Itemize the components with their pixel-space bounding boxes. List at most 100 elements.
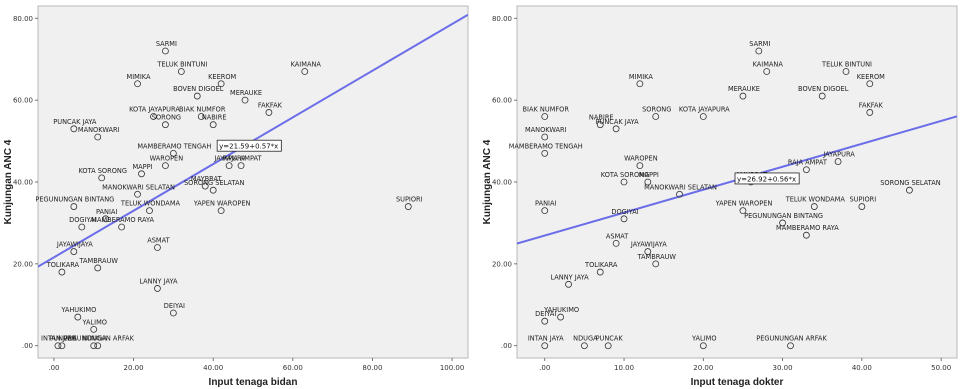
data-point-label: MAMBERAMO TENGAH <box>509 142 583 150</box>
data-point <box>94 264 102 272</box>
data-point-label: RAJA AMPAT <box>223 155 263 163</box>
data-point-label: KAIMANA <box>291 60 322 68</box>
y-tick-label: .00 <box>501 342 512 350</box>
data-point-label: LANNY JAYA <box>550 273 589 281</box>
data-point-label: INTAN JAYA <box>41 335 77 343</box>
data-point <box>652 260 660 268</box>
equation-box <box>216 139 282 152</box>
data-point-label: TELUK BINTUNI <box>821 60 872 68</box>
x-axis-label: Input tenaga bidan <box>209 377 298 388</box>
data-point <box>541 113 549 120</box>
data-point <box>169 149 177 157</box>
data-point-label: PUNCAK <box>596 335 624 343</box>
data-point-label: MANOKWARI <box>78 126 120 134</box>
x-tick-label: .00 <box>539 364 550 372</box>
data-point-label: MAMBERAMO RAYA <box>91 216 154 224</box>
x-tick-label: 60.00 <box>283 364 303 372</box>
data-point-label: MAMBERAMO RAYA <box>776 224 839 232</box>
data-point-label: DEIYAI <box>535 310 556 318</box>
data-point-label: PEGUNUNGAN BINTANG <box>744 212 823 220</box>
data-point-label: MANOKWARI <box>525 126 567 134</box>
data-point <box>54 342 62 350</box>
data-point <box>644 178 652 186</box>
data-point <box>541 149 549 157</box>
x-tick-label: 30.00 <box>773 364 793 372</box>
data-point-label: ASMAT <box>606 232 629 240</box>
data-point <box>612 125 620 133</box>
data-point <box>301 68 309 75</box>
x-tick-label: 10.00 <box>614 364 634 372</box>
data-point-label: NABIRE <box>589 114 614 122</box>
data-point <box>596 268 604 276</box>
data-point-label: JAYAWIJAYA <box>56 241 93 249</box>
data-point <box>265 109 273 116</box>
data-point <box>197 113 205 120</box>
data-point-label: MIMIKA <box>629 73 653 81</box>
y-tick-label: 60.00 <box>492 97 512 105</box>
data-point-label: DOGIYAI <box>611 208 638 216</box>
data-point-label: PANIAI <box>96 208 117 216</box>
data-point <box>763 68 771 75</box>
data-point <box>802 231 810 239</box>
data-point <box>162 162 169 170</box>
data-point-label: BOVEN DIGOEL <box>173 85 224 93</box>
x-tick-label: 100.00 <box>440 364 465 372</box>
data-point-label: YALIMO <box>691 335 717 343</box>
data-point <box>150 113 157 120</box>
data-point-label: SORONG <box>642 106 671 114</box>
data-point-label: FAKFAK <box>859 101 884 109</box>
data-point <box>70 248 78 255</box>
x-tick-label: 20.00 <box>693 364 713 372</box>
y-tick-label: 60.00 <box>13 97 33 105</box>
data-point <box>699 342 707 350</box>
data-point <box>169 309 177 317</box>
data-point-label: NDUGA <box>83 335 108 343</box>
data-point-label: TAMBRAUW <box>637 253 677 261</box>
data-point <box>78 223 86 231</box>
data-point <box>90 325 98 333</box>
data-point-label: KOTA SORONG <box>601 171 649 179</box>
data-point-label: SORONG SELATAN <box>184 179 244 187</box>
data-point <box>541 317 549 325</box>
y-axis-label: Kunjungan ANC 4 <box>482 139 493 224</box>
data-point <box>138 170 145 178</box>
data-point <box>102 215 110 223</box>
data-point-label: JAYAWIJAYA <box>630 241 667 249</box>
data-point-label: MANOKWARI SELATAN <box>644 183 717 191</box>
data-point-label: BIAK NUMFOR <box>179 106 226 114</box>
data-point <box>842 68 850 75</box>
data-point-label: TELUK WONDAMA <box>120 200 181 208</box>
data-point-label: YAHUKIMO <box>60 306 96 314</box>
data-point-label: MERAUKE <box>230 89 262 97</box>
data-point-label: MERAUKE <box>728 85 760 93</box>
data-point <box>541 342 549 350</box>
scatter-chart-bidan: .00 20.00 40.00 60.00 80.00 100.00 .00 20.00 40.… <box>3 5 469 388</box>
data-point <box>94 133 102 141</box>
x-tick-label: .00 <box>48 364 59 372</box>
x-tick-label: 40.00 <box>852 364 872 372</box>
data-point <box>644 248 652 255</box>
y-tick-label: .00 <box>22 342 33 350</box>
data-point <box>604 342 612 350</box>
y-tick-label: 80.00 <box>13 15 33 23</box>
data-point <box>620 215 628 223</box>
data-point <box>217 207 225 215</box>
data-point <box>755 47 763 55</box>
data-point <box>225 162 233 170</box>
data-point <box>217 80 225 88</box>
equation-label: y=26.92+0.56*x <box>737 175 796 183</box>
data-point <box>834 158 842 165</box>
data-point-label: KEEROM <box>208 73 236 81</box>
y-axis-label: Kunjungan ANC 4 <box>3 139 14 224</box>
data-point <box>90 342 98 350</box>
data-point-label: YALIMO <box>81 318 107 326</box>
data-point-label: INTAN JAYA <box>528 335 564 343</box>
data-point-label: KOTA JAYAPURA <box>679 106 730 114</box>
data-point-label: TAMBRAUW <box>79 257 119 265</box>
data-point-label: MANOKWARI SELATAN <box>102 183 175 191</box>
data-point-label: NDUGA <box>573 335 598 343</box>
scatter-chart-dokter: .00 10.00 20.00 30.00 40.00 50.00 .00 20.00 40.0… <box>482 5 958 388</box>
data-point-label: MAPPI <box>639 171 659 179</box>
data-point-label: TELUK BINTUNI <box>156 60 207 68</box>
data-point-label: WAROPEN <box>624 155 658 163</box>
